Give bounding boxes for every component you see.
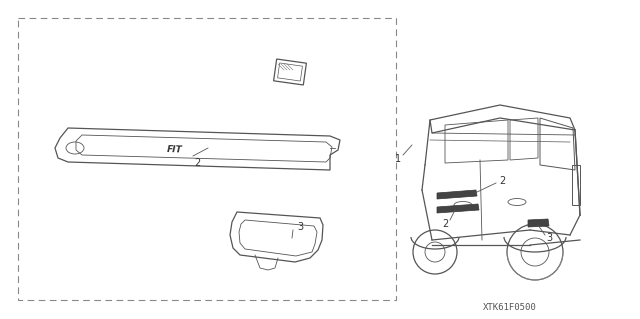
Bar	[572, 165, 580, 205]
Text: 2: 2	[499, 176, 505, 186]
Text: 3: 3	[297, 222, 303, 232]
Text: 1: 1	[395, 154, 401, 164]
Text: 2: 2	[194, 158, 200, 168]
Bar	[18, 18, 396, 300]
Text: 3: 3	[546, 233, 552, 243]
Polygon shape	[437, 190, 477, 199]
Text: 2: 2	[442, 219, 448, 229]
Polygon shape	[528, 219, 549, 227]
Text: FIT: FIT	[167, 145, 183, 155]
Text: XTK61F0500: XTK61F0500	[483, 303, 537, 313]
Polygon shape	[437, 204, 479, 213]
